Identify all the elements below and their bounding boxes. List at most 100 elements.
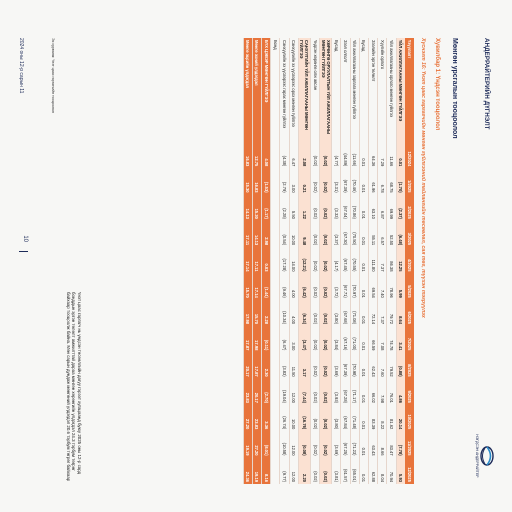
table-cell: (0.02) xyxy=(319,299,332,327)
table-cell: (0.02) xyxy=(310,326,320,353)
table-cell: 0.01 xyxy=(359,457,369,484)
table-cell: (0.02) xyxy=(319,142,332,169)
table-cell: (7.44) xyxy=(298,378,311,405)
table-cell: 8.64 xyxy=(396,299,405,327)
table-cell: (70.98) xyxy=(350,352,360,379)
table-cell: 2.08 xyxy=(298,142,311,169)
table-cell: 17.14 xyxy=(252,273,262,300)
table-cell xyxy=(270,352,280,379)
table-cell: (67.28) xyxy=(341,378,351,405)
table-cell: (4.77) xyxy=(331,142,341,169)
row-label: Бусад xyxy=(331,38,341,142)
table-cell: 2.30 xyxy=(261,352,271,379)
table-cell: (3.69) xyxy=(331,431,341,458)
column-header-period: 6/2025 xyxy=(404,299,414,327)
table-row: Үндсэн хөрөнгө олж авсан (0.02) (0.02) (0.0… xyxy=(310,38,320,484)
table-cell: 10.00 xyxy=(289,404,299,432)
table-cell: (71.17) xyxy=(350,378,360,405)
table-cell: (0.02) xyxy=(310,220,320,248)
table-cell: 0.21 xyxy=(298,168,311,195)
table-cell: (0.02) xyxy=(319,247,332,274)
table-cell: (6.34) xyxy=(298,299,311,327)
table-cell: 0.03 xyxy=(261,247,271,274)
table-cell: (3.47) xyxy=(298,326,311,353)
row-label: Хүүгийн орлого xyxy=(377,38,387,142)
table-cell: 17.14 xyxy=(243,247,253,274)
table-cell: (7.78) xyxy=(396,431,405,458)
column-header-period: 10/2025 xyxy=(404,404,414,432)
table-cell: (0.02) xyxy=(310,378,320,405)
table-cell: 16.83 xyxy=(252,168,262,195)
table-cell: 52.50 xyxy=(386,220,397,248)
table-cell: 83.39 xyxy=(368,404,378,432)
row-label: Санхүүгийн эх үүсвэрээс орох мөнгөн гүйл… xyxy=(289,38,299,142)
table-cell: (0.02) xyxy=(310,168,320,195)
table-cell xyxy=(270,220,280,248)
table-cell: (61.57) xyxy=(341,457,351,484)
table-cell: (3.84) xyxy=(331,326,341,353)
table-cell: (3.31) xyxy=(331,168,341,195)
column-header-period: 7/2025 xyxy=(404,326,414,353)
table-cell: (0.02) xyxy=(310,299,320,327)
table-cell: (3.81) xyxy=(331,457,341,484)
table-cell: 6.87 xyxy=(377,194,387,221)
table-cell: (1.53) xyxy=(261,168,271,195)
table-cell xyxy=(270,299,280,327)
table-cell: 7.37 xyxy=(377,299,387,327)
table-cell: 0.01 xyxy=(359,404,369,432)
table-row: Үйл ажиллагааны орлого мөнгөн гүйлгээ 11.… xyxy=(386,38,397,484)
table-cell: 68.75 xyxy=(386,168,397,195)
table-cell: (0.02) xyxy=(310,142,320,169)
table-cell: 3.00 xyxy=(289,168,299,195)
table-cell: (19.04) xyxy=(279,378,290,405)
table-cell: (1.44) xyxy=(261,273,271,300)
table-caption: Хүснэгт 16: Үнэт цаас гаргагчийн мөнгөн … xyxy=(420,38,426,318)
table-cell: (8.01) xyxy=(261,431,271,458)
table-cell: 3.00 xyxy=(289,326,299,353)
table-cell: 66.02 xyxy=(368,378,378,405)
table-cell: (0.11) xyxy=(261,326,271,353)
table-cell: (0.02) xyxy=(310,273,320,300)
table-cell: 15.70 xyxy=(243,273,253,300)
table-row: ҮЙЛ АЖИЛЛАГААНЫ МӨНГӨН ГҮЙЛГЭЭ 0.01 (1.70)… xyxy=(396,38,405,484)
table-cell: 8.66 xyxy=(377,431,387,458)
table-cell: 8.16 xyxy=(261,457,271,484)
table-cell: 7.08 xyxy=(377,326,387,353)
table-cell xyxy=(270,431,280,458)
table-cell: 79.72 xyxy=(386,299,397,327)
row-label: Бусад xyxy=(359,38,369,142)
table-row: Бусад 0.01 0.01 0.01 0.01 0.01 0.01 0.01 0.01 0.0… xyxy=(359,38,369,484)
table-cell: (6.42) xyxy=(298,273,311,300)
table-cell: (17.28) xyxy=(279,247,290,274)
table-cell: 76.01 xyxy=(386,378,397,405)
table-cell: 64.36 xyxy=(368,142,378,169)
table-cell: (0.02) xyxy=(319,352,332,379)
table-cell: (0.02) xyxy=(310,457,320,484)
table-cell: (70.55) xyxy=(350,247,360,274)
table-cell: 69.99 xyxy=(386,194,397,221)
table-cell: 12.25 xyxy=(396,247,405,274)
column-header-period: 12/2025 xyxy=(404,457,414,484)
table-cell: 9.48 xyxy=(298,220,311,248)
row-label: Зээл олголт xyxy=(341,38,351,142)
table-cell: 83.47 xyxy=(386,431,397,458)
table-cell: (70.46) xyxy=(350,168,360,195)
table-cell: (9.77) xyxy=(279,457,290,484)
table-cell: 86.38 xyxy=(386,247,397,274)
table-cell xyxy=(270,457,280,484)
logo-text: НЭГДСЭН АНДЕРРАЙТЕР xyxy=(475,434,479,478)
table-cell: 0.01 xyxy=(359,378,369,405)
table-cell: 12.00 xyxy=(289,378,299,405)
table-row: САНХҮҮГИЙН ҮЙЛ АЖИЛЛАГААНЫ МӨНГӨН ГҮЙЛГЭ… xyxy=(298,38,311,484)
table-row: Мөнгө эцсийн үлдэгдэл 16.83 15.30 14.13 17.1… xyxy=(243,38,253,484)
table-row: Үйл ажиллагааны зарлага мөнгөн гүйлгээ (1… xyxy=(350,38,360,484)
table-cell: 20.17 xyxy=(243,352,253,379)
company-logo-icon xyxy=(480,446,494,466)
table-cell: 78.96 xyxy=(386,273,397,300)
row-label: Санхүүгийн эх үүсвэрээс гарах мөнгөн гүй… xyxy=(279,38,290,142)
table-cell: 63.10 xyxy=(368,194,378,221)
row-label: Үйл ажиллагааны орлого мөнгөн гүйлгээ xyxy=(386,38,397,142)
table-cell: 0.01 xyxy=(359,142,369,169)
table-cell: (71.00) xyxy=(350,326,360,353)
